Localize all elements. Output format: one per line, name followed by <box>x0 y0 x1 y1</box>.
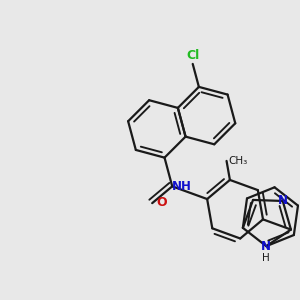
Text: N: N <box>278 194 288 208</box>
Text: CH₃: CH₃ <box>229 156 248 166</box>
Text: NH: NH <box>172 180 192 193</box>
Text: N: N <box>261 240 271 253</box>
Text: H: H <box>262 253 270 263</box>
Text: O: O <box>156 196 167 209</box>
Text: Cl: Cl <box>186 49 199 62</box>
